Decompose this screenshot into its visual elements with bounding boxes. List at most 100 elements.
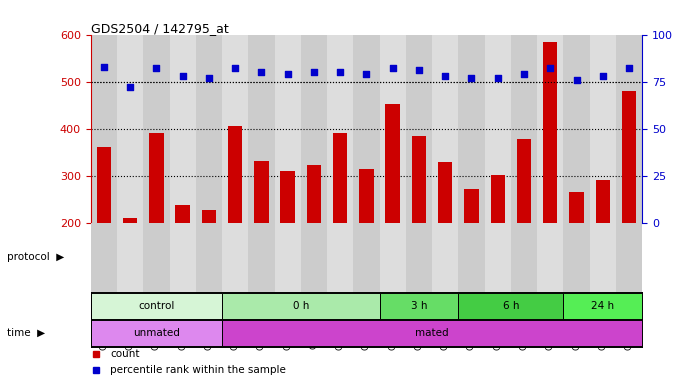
- Text: GDS2504 / 142795_at: GDS2504 / 142795_at: [91, 22, 228, 35]
- Bar: [333, 133, 348, 317]
- Bar: [123, 218, 138, 317]
- Point: [597, 73, 609, 79]
- Point: [519, 71, 530, 77]
- Text: mated: mated: [415, 328, 449, 338]
- Bar: [511, 223, 537, 292]
- Bar: [195, 223, 222, 292]
- Point: [98, 63, 110, 70]
- Point: [203, 75, 214, 81]
- Bar: [248, 223, 274, 292]
- Point: [544, 65, 556, 71]
- Bar: [281, 171, 295, 317]
- Bar: [359, 169, 373, 317]
- Bar: [170, 35, 195, 223]
- Point: [466, 75, 477, 81]
- Bar: [91, 35, 117, 223]
- Point: [387, 65, 399, 71]
- Bar: [91, 320, 222, 346]
- Bar: [385, 104, 400, 317]
- Point: [440, 73, 451, 79]
- Bar: [353, 223, 380, 292]
- Bar: [306, 166, 321, 317]
- Bar: [616, 223, 642, 292]
- Bar: [464, 189, 479, 317]
- Text: count: count: [110, 349, 140, 359]
- Bar: [380, 223, 406, 292]
- Bar: [170, 223, 195, 292]
- Point: [309, 69, 320, 75]
- Bar: [406, 35, 432, 223]
- Point: [256, 69, 267, 75]
- Bar: [96, 147, 111, 317]
- Bar: [459, 35, 484, 223]
- Bar: [484, 223, 511, 292]
- Bar: [274, 35, 301, 223]
- Bar: [248, 35, 274, 223]
- Bar: [616, 35, 642, 223]
- Point: [571, 77, 582, 83]
- Bar: [91, 293, 222, 319]
- Point: [124, 84, 135, 90]
- Point: [413, 67, 424, 73]
- Bar: [406, 223, 432, 292]
- Point: [623, 65, 634, 71]
- Text: 3 h: 3 h: [410, 301, 427, 311]
- Text: 24 h: 24 h: [591, 301, 614, 311]
- Point: [282, 71, 293, 77]
- Text: 0 h: 0 h: [292, 301, 309, 311]
- Bar: [274, 223, 301, 292]
- Bar: [517, 139, 531, 317]
- Bar: [149, 133, 163, 317]
- Bar: [175, 205, 190, 317]
- Bar: [595, 180, 610, 317]
- Bar: [590, 223, 616, 292]
- Bar: [228, 126, 242, 317]
- Bar: [432, 35, 459, 223]
- Bar: [380, 35, 406, 223]
- Point: [230, 65, 241, 71]
- Bar: [511, 35, 537, 223]
- Bar: [459, 293, 563, 319]
- Text: time  ▶: time ▶: [7, 328, 45, 338]
- Bar: [563, 223, 590, 292]
- Bar: [143, 223, 170, 292]
- Bar: [117, 35, 143, 223]
- Bar: [537, 223, 563, 292]
- Bar: [202, 210, 216, 317]
- Bar: [412, 136, 426, 317]
- Point: [177, 73, 188, 79]
- Bar: [563, 293, 642, 319]
- Bar: [222, 223, 248, 292]
- Bar: [438, 162, 452, 317]
- Bar: [254, 161, 269, 317]
- Bar: [570, 192, 584, 317]
- Point: [361, 71, 372, 77]
- Bar: [327, 35, 353, 223]
- Text: protocol  ▶: protocol ▶: [7, 252, 64, 262]
- Point: [151, 65, 162, 71]
- Text: percentile rank within the sample: percentile rank within the sample: [110, 366, 286, 376]
- Text: unmated: unmated: [133, 328, 180, 338]
- Bar: [222, 293, 380, 319]
- Bar: [543, 41, 558, 317]
- Bar: [222, 320, 642, 346]
- Point: [334, 69, 346, 75]
- Bar: [432, 223, 459, 292]
- Bar: [353, 35, 380, 223]
- Bar: [327, 223, 353, 292]
- Bar: [143, 35, 170, 223]
- Text: control: control: [138, 301, 174, 311]
- Bar: [380, 293, 459, 319]
- Bar: [301, 223, 327, 292]
- Bar: [590, 35, 616, 223]
- Bar: [537, 35, 563, 223]
- Text: 6 h: 6 h: [503, 301, 519, 311]
- Bar: [91, 223, 117, 292]
- Bar: [117, 223, 143, 292]
- Bar: [491, 175, 505, 317]
- Bar: [563, 35, 590, 223]
- Bar: [622, 91, 637, 317]
- Bar: [459, 223, 484, 292]
- Bar: [195, 35, 222, 223]
- Bar: [301, 35, 327, 223]
